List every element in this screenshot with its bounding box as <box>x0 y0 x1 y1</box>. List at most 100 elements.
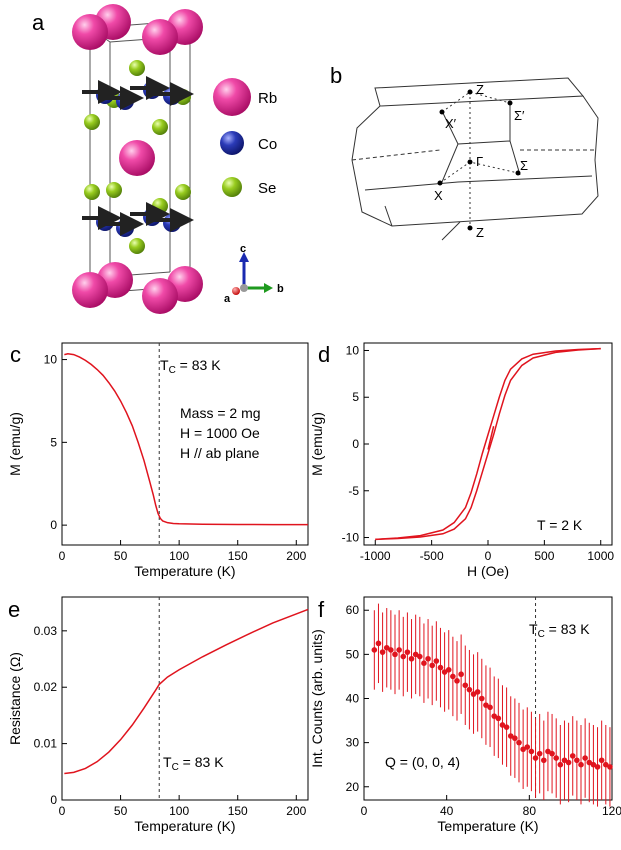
bz-label-sigma: Σ <box>520 158 528 173</box>
se-atom <box>129 238 145 254</box>
data-point <box>549 750 555 757</box>
rb-atom <box>72 272 108 308</box>
data-point <box>400 653 407 660</box>
y-tick-label: -10 <box>342 531 360 545</box>
panel-label-a: a <box>32 10 45 35</box>
data-point <box>371 647 378 653</box>
se-atom <box>175 184 191 200</box>
series-line <box>375 347 601 541</box>
data-point <box>590 761 597 768</box>
x-tick-label: 1000 <box>587 549 614 563</box>
bz-points <box>437 89 521 231</box>
data-point <box>466 686 473 693</box>
data-point <box>441 669 448 675</box>
data-point <box>450 673 456 680</box>
bz-label-z-top: Z <box>476 82 484 97</box>
se-atom <box>84 114 100 130</box>
data-point <box>392 651 398 658</box>
series-line <box>487 426 495 450</box>
spin-arrows <box>82 76 194 110</box>
data-point <box>383 644 390 651</box>
annotation-mass: Mass = 2 mg <box>180 405 261 421</box>
series-line <box>64 352 308 526</box>
data-point <box>607 764 613 770</box>
data-point <box>532 755 539 761</box>
x-tick-label: 150 <box>228 804 248 818</box>
data-point <box>528 748 535 755</box>
brillouin-zone <box>351 77 599 241</box>
se-atom <box>129 60 145 76</box>
y-tick-label: 50 <box>346 647 360 661</box>
plot-frame <box>363 342 613 546</box>
data-point <box>557 761 564 768</box>
x-axis-label: Temperature (K) <box>134 818 235 834</box>
y-tick-label: 10 <box>44 353 58 367</box>
x-tick-label: 50 <box>114 549 128 563</box>
panel-b: b Z X′ Σ′ Γ Σ X Z <box>330 63 599 241</box>
data-point <box>474 689 481 695</box>
data-point <box>445 667 452 673</box>
data-point <box>491 713 498 719</box>
x-axis-label: Temperature (K) <box>437 818 538 834</box>
y-tick-label: 10 <box>346 343 360 357</box>
data-point <box>421 660 427 666</box>
legend-se-swatch <box>222 177 242 197</box>
x-tick-label: 80 <box>523 804 537 818</box>
chart-d: -1000 -500 0 500 1000 -10 -5 0 5 10 H (Oe) M (emu/g… <box>309 342 614 579</box>
data-point <box>412 651 419 658</box>
x-tick-label: 200 <box>286 549 306 563</box>
panel-label-c: c <box>10 342 21 367</box>
plot-frame <box>61 596 309 801</box>
annotation-tc: TC = 83 K <box>529 621 590 640</box>
annotation-orientation: H // ab plane <box>180 445 260 461</box>
panel-e: e 0 50 100 150 200 0 0.01 0.02 0.03 Temperature (… <box>7 596 309 834</box>
y-tick-label: 0 <box>352 437 359 451</box>
data-point <box>433 658 440 664</box>
x-tick-label: -1000 <box>360 549 391 563</box>
bz-label-x-prime: X′ <box>445 116 457 131</box>
data-point <box>503 724 510 730</box>
data-point <box>520 746 526 753</box>
legend-rb-label: Rb <box>258 90 277 107</box>
data-point <box>417 653 423 660</box>
data-point <box>425 655 431 662</box>
co-atom <box>143 208 161 226</box>
data-point <box>578 761 584 768</box>
y-tick-label: 5 <box>50 435 57 449</box>
data-point <box>454 678 460 684</box>
spin-arrows <box>82 202 194 236</box>
crystal-axes: c a b <box>224 243 284 305</box>
legend-co-label: Co <box>258 136 277 153</box>
series-line <box>375 347 601 541</box>
panel-label-d: d <box>318 342 330 367</box>
c-axis-label: c <box>240 243 246 255</box>
annotation-q: Q = (0, 0, 4) <box>385 754 460 770</box>
b-axis-label: b <box>277 283 284 295</box>
legend-rb-swatch <box>213 78 251 116</box>
a-axis-arrow <box>232 287 240 295</box>
data-point <box>569 753 576 759</box>
panel-label-b: b <box>330 63 342 88</box>
se-atom <box>84 184 100 200</box>
panel-label-f: f <box>318 597 325 622</box>
plot-frame <box>61 342 309 546</box>
c-axis-head <box>239 252 249 262</box>
data-point <box>598 757 605 764</box>
data-point <box>379 649 386 655</box>
x-axis-label: Temperature (K) <box>134 563 235 579</box>
data-point <box>512 735 518 742</box>
x-tick-label: 0 <box>361 804 368 818</box>
y-tick-label: 0 <box>50 793 57 807</box>
atom-legend: Rb Co Se <box>213 78 277 197</box>
y-tick-label: 0.03 <box>34 624 58 638</box>
chart-e: 0 50 100 150 200 0 0.01 0.02 0.03 Temperature (K)… <box>7 596 309 834</box>
data-point <box>404 649 411 655</box>
data-point <box>594 764 601 770</box>
data-point <box>561 757 568 764</box>
data-point <box>483 702 489 708</box>
annotation-tc: TC = 83 K <box>160 357 221 376</box>
x-tick-label: 0 <box>59 549 66 563</box>
data-point <box>499 722 506 728</box>
co-atom <box>96 86 114 104</box>
chart-c: 0 50 100 150 200 0 5 10 Temperature (K) M (emu/g) <box>7 342 309 579</box>
